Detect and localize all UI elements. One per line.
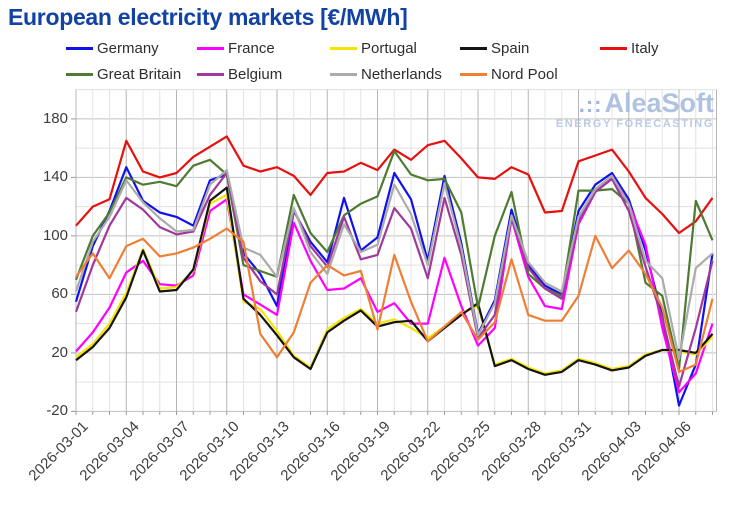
legend-item-italy: Italy bbox=[600, 39, 659, 57]
legend-item-spain: Spain bbox=[460, 39, 530, 57]
series-line-belgium bbox=[74, 171, 714, 388]
series-line-netherlands bbox=[74, 169, 714, 360]
y-axis-tick-label: 60 bbox=[51, 285, 68, 303]
series-line-germany bbox=[74, 166, 714, 407]
legend-item-belgium: Belgium bbox=[197, 65, 283, 83]
legend-item-netherlands: Netherlands bbox=[330, 65, 442, 83]
legend-label: Nord Pool bbox=[491, 65, 558, 83]
legend-label: Portugal bbox=[361, 39, 417, 57]
series-line-great-britain bbox=[74, 150, 714, 371]
legend-label: Italy bbox=[631, 39, 659, 57]
legend-item-nord-pool: Nord Pool bbox=[460, 65, 558, 83]
legend-item-germany: Germany bbox=[66, 39, 159, 57]
chart-title: European electricity markets [€/MWh] bbox=[8, 4, 408, 30]
y-axis-tick-label: 20 bbox=[51, 343, 68, 361]
series-line-italy bbox=[75, 135, 714, 235]
germany-line-swatch bbox=[66, 46, 93, 50]
legend-label: Spain bbox=[491, 39, 530, 57]
netherlands-line-swatch bbox=[330, 72, 357, 76]
portugal-line-swatch bbox=[330, 46, 357, 50]
series-line-nord-pool bbox=[75, 227, 714, 373]
italy-line-swatch bbox=[600, 46, 627, 50]
legend-item-great-britain: Great Britain bbox=[66, 65, 182, 83]
y-axis-tick-label: 100 bbox=[42, 226, 68, 244]
france-line-swatch bbox=[197, 46, 224, 50]
y-axis-tick-label: -20 bbox=[46, 402, 68, 420]
belgium-line-swatch bbox=[197, 72, 224, 76]
legend-label: Belgium bbox=[228, 65, 283, 83]
legend-item-france: France bbox=[197, 39, 275, 57]
legend-label: Netherlands bbox=[361, 65, 442, 83]
y-axis-tick-label: 180 bbox=[42, 109, 68, 127]
y-axis-tick-label: 140 bbox=[42, 168, 68, 186]
legend-label: Great Britain bbox=[97, 65, 182, 83]
legend-label: France bbox=[228, 39, 275, 57]
series-line-spain bbox=[75, 186, 714, 376]
legend-item-portugal: Portugal bbox=[330, 39, 417, 57]
legend-label: Germany bbox=[97, 39, 159, 57]
great-britain-line-swatch bbox=[66, 72, 93, 76]
spain-line-swatch bbox=[460, 46, 487, 50]
nord-pool-line-swatch bbox=[460, 72, 487, 76]
